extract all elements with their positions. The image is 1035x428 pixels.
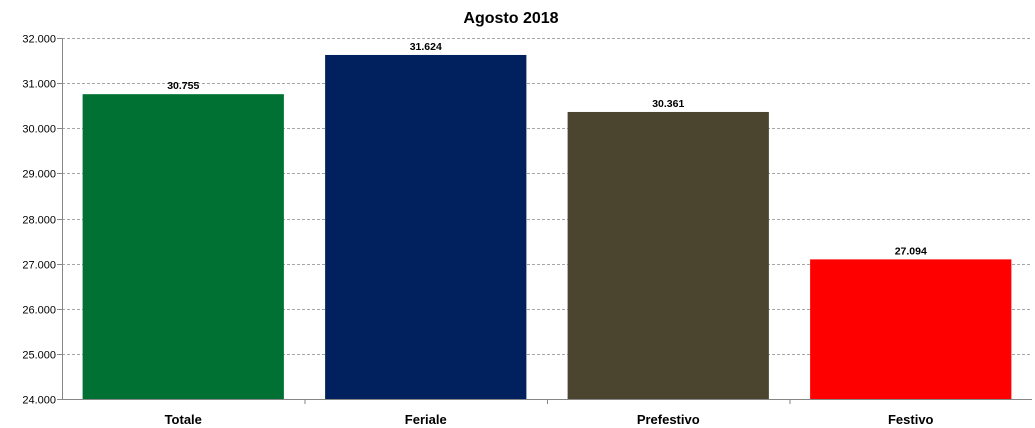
y-tick-label: 29.000: [22, 169, 56, 181]
y-tick-label: 28.000: [22, 215, 56, 227]
y-tick-label: 31.000: [22, 79, 56, 91]
y-tick-label: 27.000: [22, 260, 56, 272]
x-tick-label: Feriale: [405, 412, 447, 427]
bar-prefestivo: [567, 111, 769, 400]
y-tick-label: 30.000: [22, 124, 56, 136]
y-axis-ticks: 24.000 25.000 26.000 27.000 28.000 29.000 30.0…: [22, 34, 62, 407]
bar-festivo: [810, 259, 1012, 399]
y-tick-label: 32.000: [22, 34, 56, 46]
chart-title: Agosto 2018: [463, 10, 558, 27]
x-axis-ticks: Totale Feriale Prefestivo Festivo: [165, 399, 934, 427]
data-label: 30.755: [167, 80, 199, 92]
y-tick-label: 24.000: [22, 395, 56, 407]
bars: [82, 54, 1012, 400]
data-label: 27.094: [895, 245, 927, 257]
x-tick-label: Prefestivo: [637, 412, 700, 427]
data-labels: 30.755 31.624 30.361 27.094: [167, 41, 927, 257]
bar-feriale: [325, 54, 527, 399]
x-tick-label: Festivo: [888, 412, 934, 427]
y-tick-label: 26.000: [22, 305, 56, 317]
y-tick-label: 25.000: [22, 350, 56, 362]
data-label: 30.361: [652, 98, 684, 110]
bar-totale: [82, 94, 284, 399]
x-tick-label: Totale: [165, 412, 202, 427]
data-label: 31.624: [410, 41, 442, 53]
